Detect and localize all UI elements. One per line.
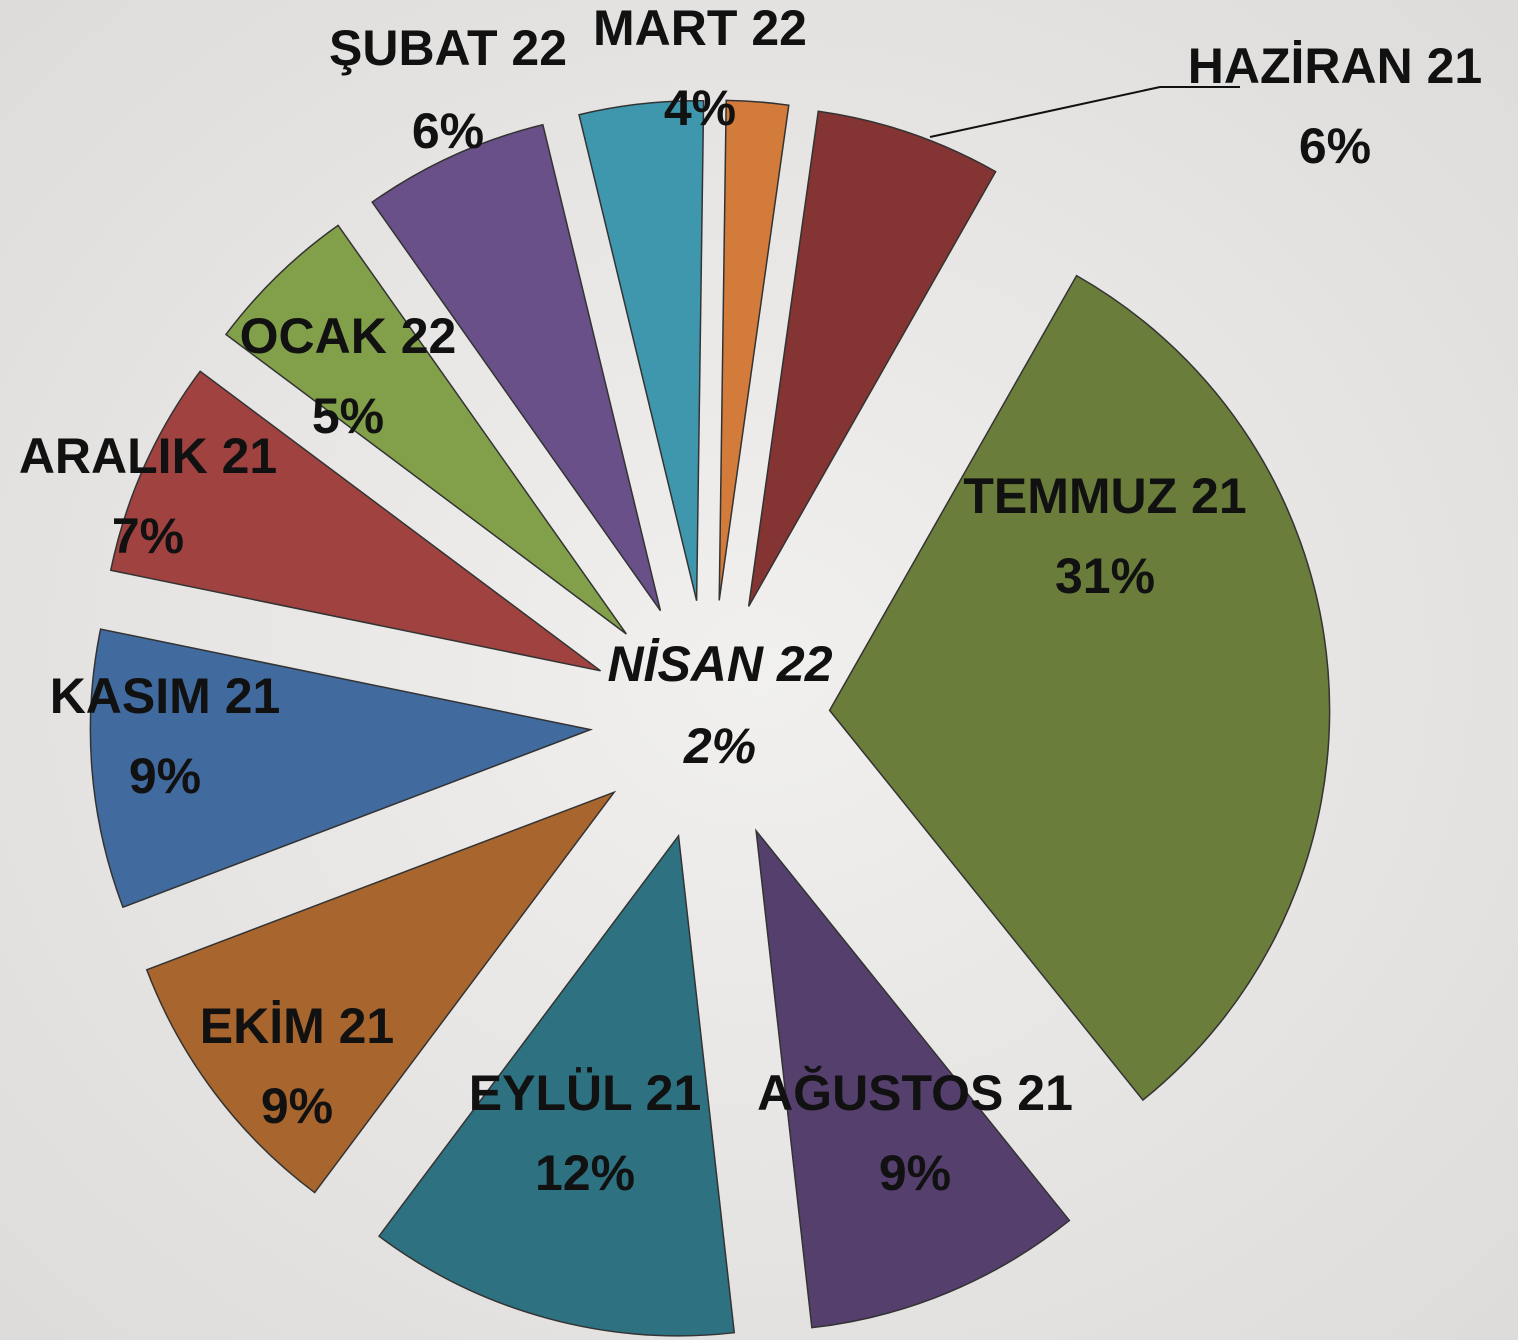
slice-label: AĞUSTOS 21: [757, 1065, 1073, 1121]
pie-slice: [371, 123, 662, 612]
slice-value-label: 9%: [129, 748, 201, 804]
slice-value-label: 6%: [412, 103, 484, 159]
slice-value-label: 7%: [112, 508, 184, 564]
pie-slice: [747, 110, 997, 607]
pie-slice: [578, 100, 705, 601]
leader-line: [929, 86, 1240, 138]
pie-slice: [755, 828, 1071, 1329]
slice-value-label: 31%: [1055, 548, 1155, 604]
slice-label: EYLÜL 21: [469, 1065, 702, 1121]
slice-value-label: 12%: [535, 1145, 635, 1201]
slice-value-label: 2%: [683, 718, 756, 774]
slice-label: TEMMUZ 21: [963, 468, 1246, 524]
slice-label: KASIM 21: [50, 668, 281, 724]
pie-slice: [89, 628, 594, 909]
slice-value-label: 9%: [879, 1145, 951, 1201]
pie-slice: [145, 790, 617, 1194]
pie-slice: [224, 224, 627, 635]
pie-slice: [109, 370, 601, 672]
slice-label: NİSAN 22: [607, 636, 832, 692]
slice-value-label: 5%: [312, 388, 384, 444]
slice-label: EKİM 21: [200, 998, 395, 1054]
pie-slice: [718, 99, 790, 601]
slice-value-label: 9%: [261, 1078, 333, 1134]
pie-slice: [828, 274, 1331, 1102]
slice-label: ARALIK 21: [19, 428, 277, 484]
slice-label: ŞUBAT 22: [329, 20, 567, 76]
slice-label: MART 22: [593, 0, 807, 56]
slice-label: OCAK 22: [240, 308, 457, 364]
slice-label: HAZİRAN 21: [1188, 38, 1482, 94]
slice-value-label: 4%: [664, 80, 736, 136]
pie-slice: [377, 833, 736, 1337]
slice-value-label: 6%: [1299, 118, 1371, 174]
